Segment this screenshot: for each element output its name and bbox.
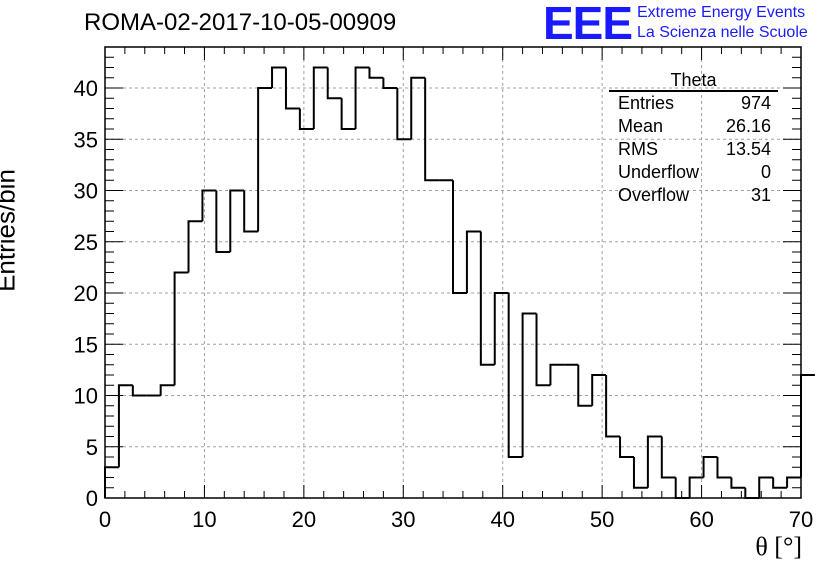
histogram-bin — [632, 457, 648, 489]
histogram-bin — [660, 436, 676, 479]
histogram-bin — [730, 477, 746, 489]
histogram-bin — [688, 476, 704, 498]
x-tick-label: 20 — [292, 507, 316, 532]
y-tick-label: 20 — [74, 281, 98, 306]
y-tick-label: 25 — [74, 230, 98, 255]
histogram-bin — [716, 457, 732, 479]
histogram-bin — [340, 98, 356, 130]
stats-row-entries: Entries 974 — [609, 92, 778, 115]
histogram-bin — [493, 292, 509, 365]
histogram-bin — [173, 271, 189, 386]
logo-caption-line2: La Scienza nelle Scuole — [637, 24, 808, 41]
histogram-bin — [271, 66, 286, 88]
stats-value: 0 — [760, 162, 771, 182]
stats-row-rms: RMS 13.54 — [609, 138, 778, 161]
histogram-bin — [591, 374, 607, 406]
stats-label: Underflow — [618, 162, 700, 182]
stats-value: 974 — [740, 93, 771, 113]
stats-label: RMS — [618, 139, 658, 159]
histogram-bin — [577, 364, 593, 407]
x-tick-label: 0 — [99, 507, 111, 532]
histogram-bin — [702, 456, 718, 478]
histogram-bin — [215, 190, 231, 253]
histogram-bin — [744, 487, 760, 499]
histogram-bin — [479, 231, 495, 366]
histogram-bin — [619, 436, 634, 458]
histogram-bin — [605, 375, 621, 438]
histogram-bin — [549, 363, 565, 386]
histogram-bin — [674, 477, 690, 499]
histogram-bin — [326, 67, 342, 100]
stats-label: Mean — [618, 116, 664, 136]
x-tick-label: 10 — [192, 507, 216, 532]
y-tick-label: 5 — [86, 435, 98, 460]
stats-value: 26.16 — [725, 116, 771, 136]
stats-row-mean: Mean 26.16 — [609, 115, 778, 138]
histogram-bin — [284, 67, 300, 110]
x-tick-label: 40 — [490, 507, 514, 532]
histogram-bin — [131, 385, 147, 397]
plot-frame — [104, 46, 802, 499]
logo-caption-line1: Extreme Energy Events — [637, 4, 806, 21]
y-tick-label: 10 — [74, 384, 98, 409]
histogram-bin — [410, 76, 426, 140]
x-tick-label: 30 — [391, 507, 415, 532]
histogram-bin — [382, 77, 398, 89]
stats-row-underflow: Underflow 0 — [609, 161, 778, 184]
stats-label: Overflow — [618, 185, 690, 205]
y-tick-label: 35 — [74, 127, 98, 152]
stats-value: 31 — [750, 185, 771, 205]
histogram-bin — [786, 476, 801, 488]
logo-caption: Extreme Energy Events La Scienza nelle S… — [637, 3, 808, 43]
histogram-bin — [535, 313, 551, 387]
x-tick-label: 50 — [590, 507, 614, 532]
histogram-bin — [368, 67, 384, 79]
histogram-bin — [424, 77, 440, 182]
histogram-bin — [465, 230, 481, 293]
y-tick-label: 30 — [74, 179, 98, 204]
histogram-bin — [187, 220, 203, 273]
stats-box: Theta Entries 974 Mean 26.16 RMS 13.54 U… — [609, 70, 778, 207]
histogram-bin — [396, 88, 412, 141]
histogram-bin — [257, 87, 273, 232]
histogram-bin — [354, 66, 370, 129]
histogram-bin — [758, 476, 774, 498]
histogram-bin — [117, 384, 133, 468]
histogram-bin — [243, 190, 259, 233]
histogram-bin — [800, 374, 815, 478]
histogram-bin — [521, 312, 537, 457]
y-tick-label: 15 — [74, 332, 98, 357]
histogram-bin — [298, 108, 314, 130]
histogram-bin — [772, 477, 788, 489]
histogram-bin — [312, 66, 328, 129]
y-tick-label: 40 — [74, 76, 98, 101]
histogram-bin — [201, 189, 217, 222]
histogram-bin — [507, 293, 523, 458]
histogram-bin — [159, 384, 175, 396]
stats-title: Theta — [609, 70, 778, 92]
stats-value: 13.54 — [725, 139, 771, 159]
x-tick-label: 60 — [689, 507, 713, 532]
chart-title: ROMA-02-2017-10-05-00909 — [84, 9, 397, 36]
histogram-bin — [452, 180, 467, 294]
stats-label: Entries — [618, 93, 675, 113]
x-axis-label: θ [°] — [755, 532, 802, 561]
x-tick-label: 70 — [789, 507, 813, 532]
histogram-bin — [104, 466, 119, 498]
stats-row-overflow: Overflow 31 — [609, 184, 778, 207]
histogram-bin — [646, 435, 662, 488]
y-axis-label: Entries/bin — [0, 169, 21, 292]
histogram-bin — [229, 189, 245, 252]
y-tick-label: 0 — [86, 486, 98, 511]
eee-logo: EEE — [543, 0, 633, 49]
